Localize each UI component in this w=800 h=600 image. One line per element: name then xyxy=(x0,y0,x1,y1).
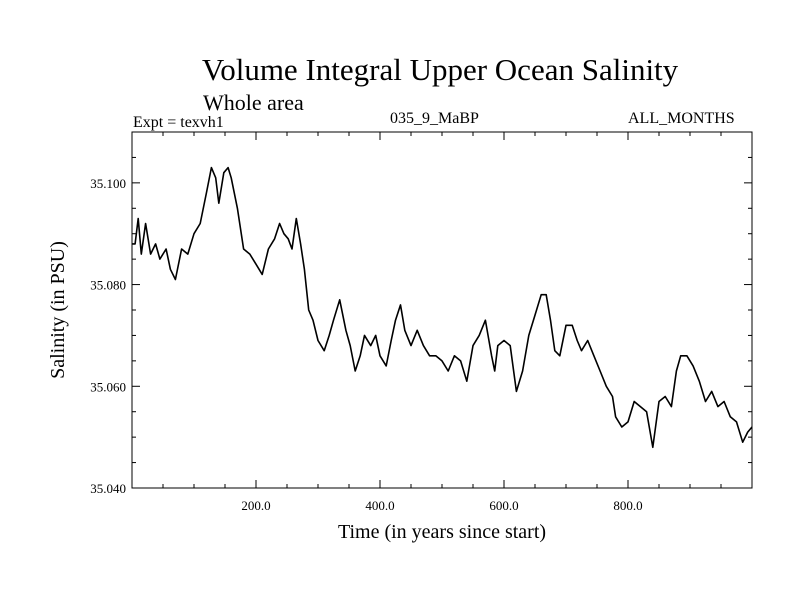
x-tick-label: 800.0 xyxy=(613,498,642,513)
x-tick-label: 600.0 xyxy=(489,498,518,513)
y-axis-label: Salinity (in PSU) xyxy=(47,241,69,379)
months-label: ALL_MONTHS xyxy=(628,110,735,127)
x-tick-label: 400.0 xyxy=(365,498,394,513)
expt-label: Expt = texvh1 xyxy=(133,114,224,131)
x-tick-label: 200.0 xyxy=(241,498,270,513)
run-label: 035_9_MaBP xyxy=(390,110,479,127)
x-axis-label: Time (in years since start) xyxy=(338,521,546,543)
plot-frame xyxy=(131,131,753,489)
y-tick-label: 35.040 xyxy=(90,481,126,496)
salinity-series-line xyxy=(132,166,753,449)
y-tick-label: 35.100 xyxy=(90,176,126,191)
y-tick-label: 35.060 xyxy=(90,379,126,394)
chart-title: Volume Integral Upper Ocean Salinity xyxy=(201,52,679,87)
y-tick-label: 35.080 xyxy=(90,278,126,293)
chart-subtitle: Whole area xyxy=(203,90,304,115)
axis-ticks: 200.0 400.0 600.0 800.0 35.040 35.060 35.080 35… xyxy=(90,131,752,513)
